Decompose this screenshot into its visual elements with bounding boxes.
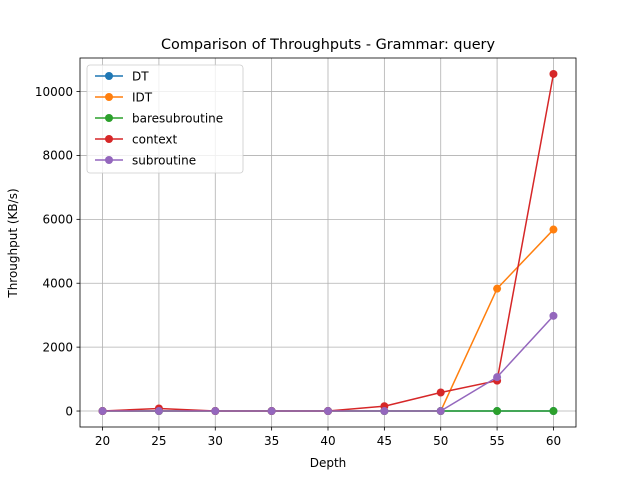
y-tick-label: 0 (65, 404, 73, 418)
data-point-idt (549, 225, 558, 234)
x-axis-label: Depth (310, 456, 347, 470)
x-tick-label: 35 (264, 434, 279, 448)
y-tick-label: 4000 (42, 277, 73, 291)
x-tick-label: 60 (546, 434, 561, 448)
data-point-baresubroutine (493, 407, 502, 416)
data-point-subroutine (380, 407, 389, 416)
series-layer (98, 69, 558, 416)
y-tick-label: 8000 (42, 149, 73, 163)
chart-title: Comparison of Throughputs - Grammar: que… (161, 37, 495, 53)
x-tick-label: 25 (151, 434, 166, 448)
legend-swatch-marker (105, 114, 113, 122)
y-tick-label: 6000 (42, 213, 73, 227)
x-tick-label: 45 (377, 434, 392, 448)
legend-swatch-marker (105, 72, 113, 80)
x-tick-label: 30 (208, 434, 223, 448)
data-point-subroutine (493, 373, 502, 382)
x-tick-label: 40 (320, 434, 335, 448)
data-point-subroutine (436, 407, 445, 416)
legend-swatch-marker (105, 156, 113, 164)
data-point-context (549, 69, 558, 78)
legend-label: IDT (132, 90, 153, 104)
legend-swatch-marker (105, 135, 113, 143)
y-tick-label: 2000 (42, 340, 73, 354)
x-axis-ticks: 20 25 30 35 40 45 50 55 60 (95, 427, 561, 448)
y-tick-label: 10000 (35, 85, 73, 99)
legend-label: context (132, 132, 178, 146)
y-axis-label: Throughput (KB/s) (6, 188, 20, 298)
data-point-idt (493, 284, 502, 293)
data-point-subroutine (267, 407, 276, 416)
y-axis-ticks: 0 2000 4000 6000 8000 10000 (35, 85, 80, 418)
data-point-subroutine (98, 407, 107, 416)
data-point-subroutine (549, 311, 558, 320)
legend-label: subroutine (132, 153, 196, 167)
series-subroutine (98, 311, 558, 416)
x-tick-label: 50 (433, 434, 448, 448)
data-point-subroutine (211, 407, 220, 416)
data-point-subroutine (324, 407, 332, 416)
x-tick-label: 20 (95, 434, 110, 448)
data-point-baresubroutine (549, 407, 558, 416)
legend-box (86, 64, 244, 174)
legend-label: DT (132, 69, 149, 83)
data-point-context (436, 388, 445, 397)
data-point-subroutine (154, 407, 163, 416)
grid-lines (80, 58, 576, 427)
legend-label: baresubroutine (132, 111, 223, 125)
legend: DT IDT baresubroutine context subroutine (86, 64, 244, 174)
x-tick-label: 55 (489, 434, 504, 448)
legend-swatch-marker (105, 93, 113, 101)
